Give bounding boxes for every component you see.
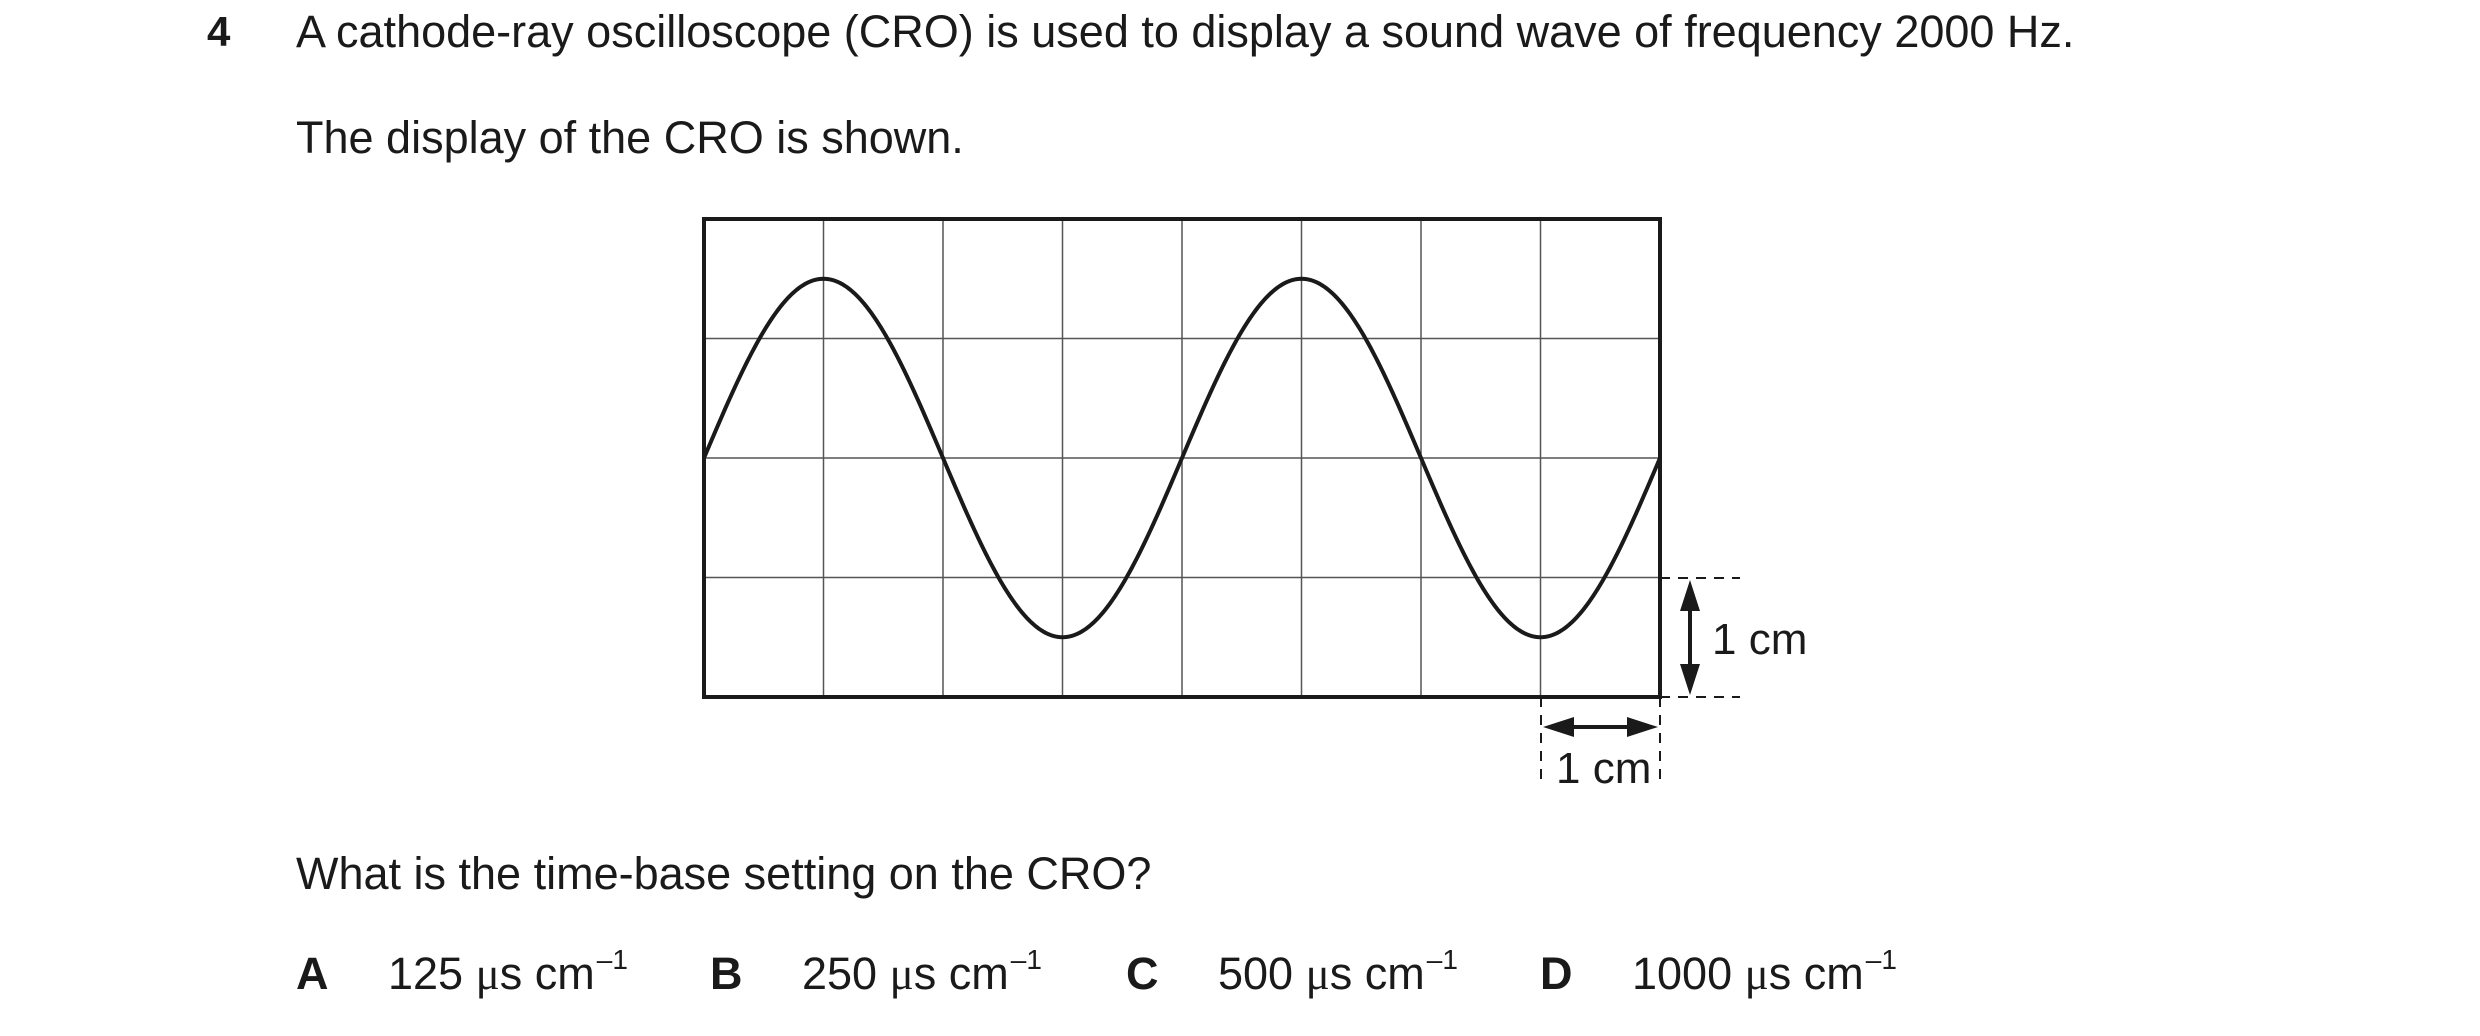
option-letter: B bbox=[710, 948, 743, 999]
option-letter: D bbox=[1540, 948, 1573, 999]
question-prompt: What is the time-base setting on the CRO… bbox=[296, 848, 1152, 899]
arrow-head-right-icon bbox=[1627, 717, 1658, 737]
question-stem: A cathode-ray oscilloscope (CRO) is used… bbox=[296, 6, 2075, 57]
micro-symbol: μ bbox=[1305, 949, 1330, 999]
option-number: 250 bbox=[802, 948, 878, 999]
option-exponent: –1 bbox=[1010, 944, 1042, 975]
option-value: 1000 μs cm–1 bbox=[1632, 946, 1897, 1002]
option-number: 1000 bbox=[1632, 948, 1733, 999]
arrow-head-down-icon bbox=[1680, 664, 1700, 695]
option-letter: A bbox=[296, 948, 329, 999]
vertical-scale-label: 1 cm bbox=[1712, 615, 1807, 664]
option-number: 125 bbox=[388, 948, 464, 999]
option-exponent: –1 bbox=[596, 944, 628, 975]
cro-screen-border bbox=[702, 217, 1662, 699]
option-unit: s cm bbox=[1768, 948, 1864, 999]
option-value: 500 μs cm–1 bbox=[1218, 946, 1458, 1002]
arrow-head-left-icon bbox=[1543, 717, 1574, 737]
option-unit: s cm bbox=[1329, 948, 1425, 999]
arrow-head-up-icon bbox=[1680, 580, 1700, 611]
horizontal-scale-indicator: 1 cm bbox=[1540, 697, 1661, 793]
question-display-intro: The display of the CRO is shown. bbox=[296, 112, 964, 163]
vertical-scale-indicator: 1 cm bbox=[1660, 577, 1807, 698]
micro-symbol: μ bbox=[889, 949, 914, 999]
option-value: 125 μs cm–1 bbox=[388, 946, 628, 1002]
option-value: 250 μs cm–1 bbox=[802, 946, 1042, 1002]
option-exponent: –1 bbox=[1426, 944, 1458, 975]
micro-symbol: μ bbox=[1744, 949, 1769, 999]
question-number: 4 bbox=[207, 8, 231, 55]
option-unit: s cm bbox=[913, 948, 1009, 999]
option-number: 500 bbox=[1218, 948, 1294, 999]
option-letter: C bbox=[1126, 948, 1159, 999]
micro-symbol: μ bbox=[475, 949, 500, 999]
horizontal-scale-label: 1 cm bbox=[1556, 744, 1651, 793]
option-exponent: –1 bbox=[1865, 944, 1897, 975]
option-unit: s cm bbox=[499, 948, 595, 999]
sine-wave-trace bbox=[702, 276, 1662, 640]
